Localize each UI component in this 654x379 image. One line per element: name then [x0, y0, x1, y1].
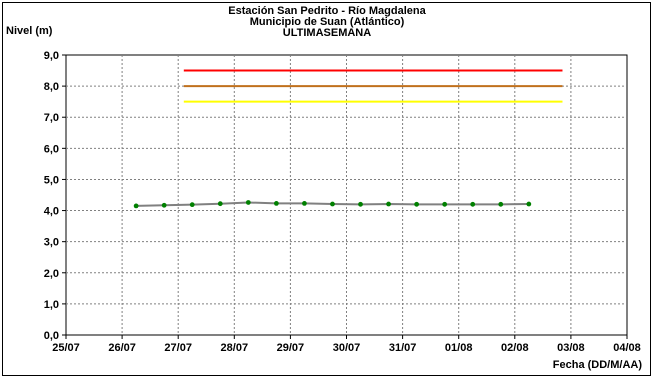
- chart-title-line-1: Estación San Pedrito - Río Magdalena: [228, 5, 426, 17]
- x-tick-label: 01/08: [445, 342, 473, 354]
- y-tick-label: 2,0: [44, 268, 59, 280]
- chart-title-line-3: ULTIMASEMANA: [282, 27, 372, 39]
- data-point: [442, 201, 448, 207]
- data-point: [330, 201, 335, 207]
- y-tick-label: 3,0: [44, 237, 59, 249]
- x-tick-label: 30/07: [333, 342, 361, 354]
- y-tick-label: 6,0: [44, 143, 59, 155]
- data-point: [498, 201, 504, 207]
- data-point: [189, 202, 195, 208]
- x-tick-label: 31/07: [389, 342, 417, 354]
- x-axis-label: Fecha (DD/M/AA): [552, 359, 642, 371]
- data-point: [245, 200, 251, 205]
- x-tick-label: 02/08: [501, 342, 529, 354]
- x-tick-label: 29/07: [277, 342, 305, 354]
- x-tick-label: 26/07: [108, 342, 136, 354]
- y-tick-label: 7,0: [44, 112, 59, 124]
- y-axis-ticks: 0,0 1,0 2,0 3,0 4,0 5,0 6,0 7,0 8,0 9,0: [44, 50, 66, 342]
- x-tick-label: 27/07: [164, 342, 192, 354]
- y-tick-label: 0,0: [44, 330, 59, 342]
- threshold-lines: [183, 69, 563, 103]
- data-point: [217, 201, 223, 207]
- data-point: [386, 201, 391, 207]
- data-point: [358, 201, 363, 207]
- y-tick-label: 9,0: [44, 50, 59, 62]
- x-tick-label: 28/07: [221, 342, 249, 354]
- data-point: [273, 201, 279, 206]
- data-point: [302, 201, 307, 206]
- x-tick-label: 25/07: [52, 342, 80, 354]
- series-layer: [133, 200, 532, 209]
- y-tick-label: 1,0: [44, 299, 59, 311]
- y-tick-label: 4,0: [44, 206, 59, 218]
- x-axis-ticks: 25/07 26/07 27/07 28/07 29/07 30/07 31/07 01/08…: [52, 335, 641, 354]
- data-point: [161, 202, 167, 208]
- data-point: [414, 201, 420, 207]
- grid: [66, 55, 627, 335]
- data-point: [133, 203, 139, 209]
- chart-frame: [2, 2, 651, 376]
- data-point: [526, 201, 532, 207]
- y-axis-label: Nivel (m): [6, 25, 53, 37]
- chart-title-line-2: Municipio de Suan (Atlántico): [249, 16, 405, 28]
- x-tick-label: 04/08: [613, 342, 641, 354]
- y-tick-label: 8,0: [44, 81, 59, 93]
- data-point: [470, 201, 476, 207]
- x-tick-label: 03/08: [557, 342, 585, 354]
- y-tick-label: 5,0: [44, 174, 59, 186]
